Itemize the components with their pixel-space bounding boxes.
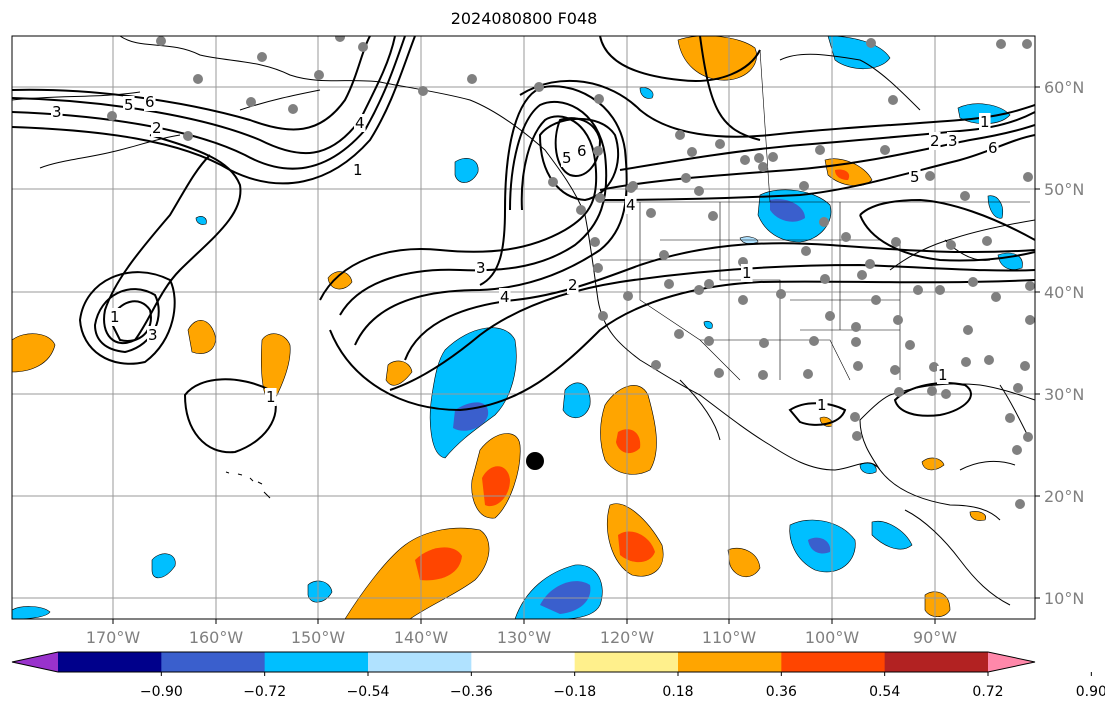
- contour-label-bg: [929, 132, 941, 150]
- axis-ticks: [112, 86, 1040, 624]
- contour-labels: 3 5 6 2 4 1 3 4 2 1 1 3 5 6 1 2 3 6 5 4 …: [51, 93, 999, 414]
- contour-label: 1: [980, 113, 990, 131]
- lat-label: 50°N: [1044, 180, 1084, 199]
- latitude-labels: 60°N 50°N 40°N 30°N 20°N 10°N: [1044, 78, 1084, 608]
- contour-label-bg: [937, 366, 949, 384]
- contour-label-bg: [144, 93, 156, 111]
- contour-label: 1: [266, 388, 276, 406]
- colorbar-bin: [781, 652, 886, 672]
- colorbar-tick-label: 0.18: [662, 684, 693, 700]
- lat-label: 40°N: [1044, 283, 1084, 302]
- contour-label: 2: [930, 132, 940, 150]
- contour-label: 1: [938, 366, 948, 384]
- contour-label: 1: [817, 396, 827, 414]
- colorbar-tick-label: −0.90: [140, 684, 183, 700]
- contour-label-bg: [567, 276, 579, 294]
- contour-label-bg: [147, 326, 159, 344]
- contour-label-bg: [475, 259, 487, 277]
- contour-label: 6: [145, 93, 155, 111]
- contour-label: 6: [988, 139, 998, 157]
- contour-label-bg: [816, 396, 828, 414]
- colorbar-extend-max: [988, 652, 1035, 672]
- colorbar-tick-label: 0.72: [972, 684, 1003, 700]
- colorbar-bin: [884, 652, 989, 672]
- colorbar-tick-label: 0.36: [766, 684, 797, 700]
- lat-label: 60°N: [1044, 78, 1084, 97]
- contour-label: 2: [152, 119, 162, 137]
- contour-label-bg: [741, 264, 753, 282]
- colorbar-extend-min: [12, 652, 58, 672]
- colorbar-outline: [11, 651, 1036, 673]
- lat-label: 10°N: [1044, 589, 1084, 608]
- contour-label: 3: [476, 259, 486, 277]
- contour-label: 4: [626, 196, 636, 214]
- station-markers: [107, 36, 1035, 509]
- colorbar-bin: [471, 652, 576, 672]
- colorbar-tick-label: 0.54: [869, 684, 900, 700]
- contour-label: 3: [948, 132, 958, 150]
- contour-label-bg: [151, 119, 163, 137]
- contour-label-bg: [499, 288, 511, 306]
- colorbar-bin: [368, 652, 472, 672]
- lon-label: 120°W: [600, 628, 655, 647]
- contour-label: 3: [52, 103, 62, 121]
- lon-label: 130°W: [497, 628, 552, 647]
- contour-label-bg: [354, 114, 366, 132]
- contour-label: 5: [910, 168, 920, 186]
- contour-label-bg: [561, 149, 573, 167]
- storm-center-marker: [526, 452, 544, 470]
- lon-label: 90°W: [913, 628, 957, 647]
- contour-label: 5: [124, 96, 134, 114]
- colorbar: −0.90 −0.72 −0.54 −0.36 −0.18 0.18 0.36 0.54 0.7…: [11, 651, 1105, 700]
- colorbar-tick-label: 0.90: [1076, 684, 1105, 700]
- graticule: [12, 36, 1035, 619]
- contour-label-bg: [51, 103, 63, 121]
- map-title: 2024080800 F048: [450, 9, 598, 28]
- contour-label-bg: [987, 139, 999, 157]
- colorbar-bin: [678, 652, 782, 672]
- lon-label: 170°W: [86, 628, 141, 647]
- contour-label-bg: [352, 161, 364, 179]
- height-contours: [12, 36, 1035, 454]
- contour-label-bg: [909, 168, 921, 186]
- colorbar-tick-label: −0.54: [347, 684, 390, 700]
- colorbar-tick-label: −0.36: [450, 684, 493, 700]
- contour-label-bg: [625, 196, 637, 214]
- colorbar-bin: [58, 652, 162, 672]
- contour-label: 4: [355, 114, 365, 132]
- lon-label: 110°W: [702, 628, 757, 647]
- contour-label-bg: [576, 142, 588, 160]
- colorbar-tick-label: −0.72: [243, 684, 286, 700]
- lon-label: 160°W: [189, 628, 244, 647]
- contour-label: 2: [568, 276, 578, 294]
- lon-label: 100°W: [805, 628, 860, 647]
- colorbar-tick-label: −0.18: [553, 684, 596, 700]
- lon-label: 140°W: [394, 628, 449, 647]
- contour-label: 4: [500, 288, 510, 306]
- colorbar-bin: [161, 652, 266, 672]
- contour-label: 1: [742, 264, 752, 282]
- contour-label: 3: [148, 326, 158, 344]
- contour-label: 1: [353, 161, 363, 179]
- contour-label: 1: [110, 308, 120, 326]
- lat-label: 20°N: [1044, 487, 1084, 506]
- colorbar-bin: [574, 652, 679, 672]
- contour-label-bg: [123, 96, 135, 114]
- contour-label-bg: [947, 132, 959, 150]
- contour-label-bg: [979, 113, 991, 131]
- colorbar-bin: [264, 652, 369, 672]
- contour-label: 6: [577, 142, 587, 160]
- contour-label-bg: [265, 388, 277, 406]
- contour-label-bg: [109, 308, 121, 326]
- longitude-labels: 170°W 160°W 150°W 140°W 130°W 120°W 110°…: [86, 628, 957, 647]
- contour-label: 5: [562, 149, 572, 167]
- lat-label: 30°N: [1044, 385, 1084, 404]
- lon-label: 150°W: [291, 628, 346, 647]
